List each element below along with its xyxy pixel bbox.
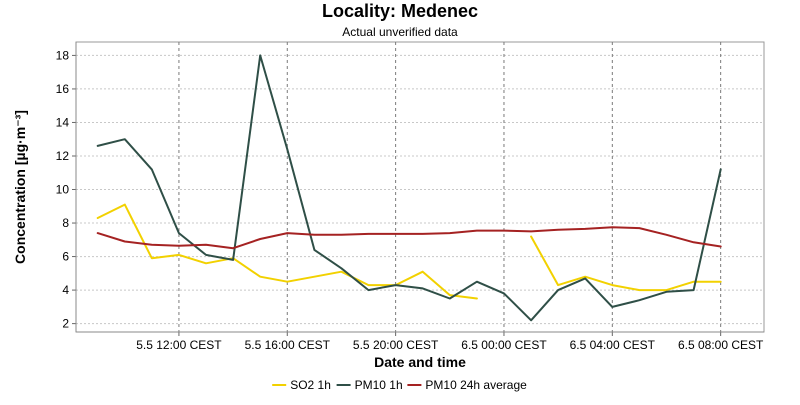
y-tick-label: 6 (62, 250, 69, 264)
x-tick-label: 5.5 16:00 CEST (245, 338, 331, 352)
series-so2-1h (96, 203, 722, 300)
y-tick-label: 16 (56, 82, 70, 96)
y-tick-label: 2 (62, 317, 69, 331)
series-line (530, 235, 722, 292)
legend-label: PM10 24h average (425, 378, 527, 392)
x-tick-label: 5.5 20:00 CEST (353, 338, 439, 352)
axes: 2 4 6 8 10 12 14 16 18 5.5 12:00 CEST 5.5 16:00 CE… (56, 42, 764, 352)
y-tick-label: 12 (56, 149, 70, 163)
plot-area (75, 41, 765, 333)
y-tick-label: 10 (56, 183, 70, 197)
series-pm10-24h-average (96, 226, 722, 250)
legend-label: SO2 1h (290, 378, 331, 392)
y-tick-label: 8 (62, 216, 69, 230)
x-tick-label: 6.5 04:00 CEST (570, 338, 656, 352)
y-axis-label: Concentration [µg·m⁻³] (12, 110, 28, 264)
legend-label: PM10 1h (355, 378, 403, 392)
x-tick-label: 5.5 12:00 CEST (136, 338, 222, 352)
legend-item: SO2 1h (272, 378, 331, 392)
y-tick-label: 4 (62, 283, 69, 297)
x-axis-label: Date and time (374, 354, 466, 370)
chart-subtitle: Actual unverified data (342, 25, 458, 39)
legend-item: PM10 24h average (407, 378, 527, 392)
series-line (96, 54, 722, 322)
series-lines (96, 54, 722, 322)
x-tick-label: 6.5 08:00 CEST (678, 338, 764, 352)
y-tick-label: 18 (56, 48, 70, 62)
series-line (96, 203, 478, 300)
x-tick-label: 6.5 00:00 CEST (461, 338, 547, 352)
series-line (96, 226, 722, 250)
legend: SO2 1h PM10 1h PM10 24h average (272, 378, 527, 392)
y-tick-label: 14 (56, 115, 70, 129)
series-pm10-1h (96, 54, 722, 322)
legend-item: PM10 1h (336, 378, 403, 392)
chart-title: Locality: Medenec (322, 1, 478, 21)
